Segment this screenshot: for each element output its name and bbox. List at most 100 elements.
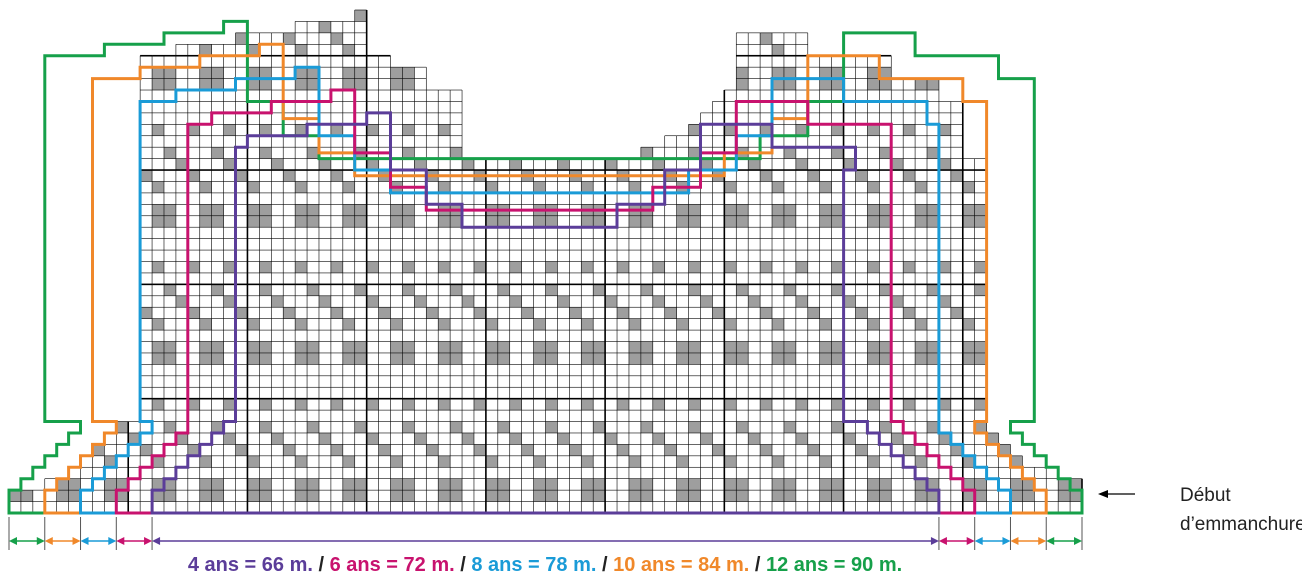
shaded-stitch xyxy=(831,67,844,79)
shaded-stitch xyxy=(724,352,737,365)
shaded-stitch xyxy=(438,455,451,468)
shaded-stitch xyxy=(259,204,272,216)
shaded-stitch xyxy=(795,261,808,273)
shaded-stitch xyxy=(640,490,653,502)
shaded-stitch xyxy=(199,490,212,502)
shaded-stitch xyxy=(617,261,629,273)
shaded-stitch xyxy=(772,341,784,353)
shaded-stitch xyxy=(211,478,224,491)
shaded-stitch xyxy=(211,147,224,159)
shaded-stitch xyxy=(56,490,69,502)
shaded-stitch xyxy=(879,204,892,216)
shaded-stitch xyxy=(366,261,379,273)
shaded-stitch xyxy=(259,421,272,433)
shaded-stitch xyxy=(342,455,355,468)
shaded-stitch xyxy=(247,455,260,468)
shaded-stitch xyxy=(211,352,224,365)
shaded-stitch xyxy=(354,215,367,228)
shaded-stitch xyxy=(736,67,749,79)
shaded-stitch xyxy=(772,215,784,228)
shaded-stitch xyxy=(366,124,379,136)
shaded-stitch xyxy=(760,307,773,319)
shaded-stitch xyxy=(199,78,212,91)
shaded-stitch xyxy=(402,352,415,365)
shaded-stitch xyxy=(354,204,367,216)
shaded-stitch xyxy=(688,204,701,216)
shaded-stitch xyxy=(462,432,474,445)
shaded-stitch xyxy=(402,124,415,136)
shaded-stitch xyxy=(354,352,367,365)
shaded-stitch xyxy=(581,318,594,331)
shaded-stitch xyxy=(318,158,331,171)
arrow-head-icon xyxy=(108,537,117,545)
shaded-stitch xyxy=(271,295,284,308)
shaded-stitch xyxy=(402,215,415,228)
shaded-stitch xyxy=(271,158,284,171)
shaded-stitch xyxy=(438,318,451,331)
shaded-stitch xyxy=(152,78,164,91)
annotation-line-2: d’emmanchure xyxy=(1180,514,1302,535)
left-arrow-head-icon xyxy=(1098,490,1108,498)
outline-size-72 xyxy=(114,88,977,515)
shaded-stitch xyxy=(116,490,129,502)
shaded-stitch xyxy=(855,444,868,456)
shaded-stitch xyxy=(628,181,641,193)
shaded-stitch xyxy=(295,490,308,502)
shaded-stitch xyxy=(807,307,820,319)
arrow-head-icon xyxy=(966,537,975,545)
shaded-stitch xyxy=(938,124,951,136)
shaded-stitch xyxy=(962,490,975,502)
shaded-stitch xyxy=(497,284,510,296)
shaded-stitch xyxy=(175,432,188,445)
shaded-stitch xyxy=(688,124,701,136)
shaded-stitch xyxy=(819,318,832,331)
shaded-stitch xyxy=(163,67,176,79)
shaded-stitch xyxy=(509,398,522,411)
shaded-stitch xyxy=(307,215,319,228)
shaded-stitch xyxy=(199,44,212,56)
shaded-stitch xyxy=(962,341,975,353)
shaded-stitch xyxy=(283,170,296,182)
shaded-stitch xyxy=(760,261,773,273)
shaded-stitch xyxy=(748,295,761,308)
shaded-stitch xyxy=(628,215,641,228)
shaded-stitch xyxy=(116,478,129,491)
shaded-stitch xyxy=(676,204,689,216)
shaded-stitch xyxy=(295,455,308,468)
arrow-head-icon xyxy=(72,537,81,545)
shaded-stitch xyxy=(724,455,737,468)
shaded-stitch xyxy=(927,478,939,491)
shaded-stitch xyxy=(211,215,224,228)
shaded-stitch xyxy=(533,215,546,228)
shaded-stitch xyxy=(688,284,701,296)
shaded-stitch xyxy=(819,455,832,468)
shaded-stitch xyxy=(307,78,319,91)
shaded-stitch xyxy=(354,341,367,353)
shaded-stitch xyxy=(831,341,844,353)
shaded-stitch xyxy=(307,478,319,491)
shaded-stitch xyxy=(366,432,379,445)
shaded-stitch xyxy=(879,284,892,296)
shaded-stitch xyxy=(557,432,570,445)
shaded-stitch xyxy=(163,478,176,491)
shaded-stitch xyxy=(485,490,498,502)
shaded-stitch xyxy=(295,67,308,79)
shaded-stitch xyxy=(318,295,331,308)
shaded-stitch xyxy=(259,352,272,365)
shaded-stitch xyxy=(927,215,939,228)
shaded-stitch xyxy=(819,478,832,491)
shaded-stitch xyxy=(545,398,558,411)
shaded-stitch xyxy=(783,284,796,296)
shaded-stitch xyxy=(915,78,928,91)
shaded-stitch xyxy=(402,398,415,411)
shaded-stitch xyxy=(938,261,951,273)
shaded-stitch xyxy=(497,352,510,365)
shaded-stitch xyxy=(831,352,844,365)
shaded-stitch xyxy=(927,284,939,296)
shaded-stitch xyxy=(140,444,153,456)
shaded-stitch xyxy=(652,432,665,445)
shaded-stitch xyxy=(235,32,248,45)
shaded-stitch xyxy=(736,478,749,491)
shaded-stitch xyxy=(628,478,641,491)
